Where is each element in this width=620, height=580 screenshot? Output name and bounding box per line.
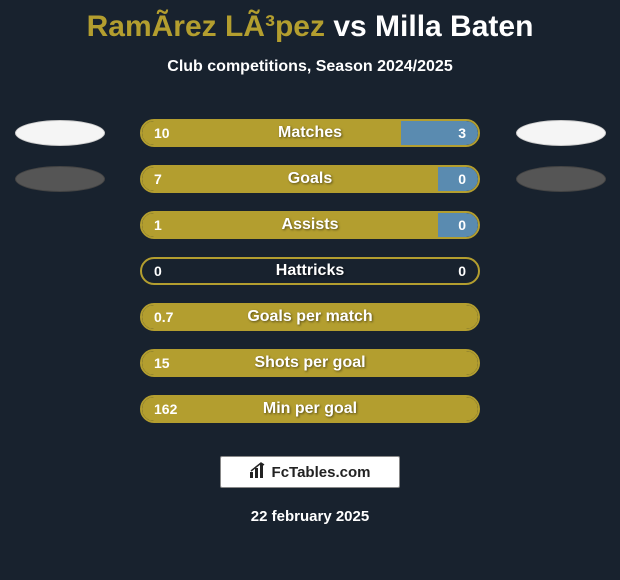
badge-right: [516, 166, 606, 192]
bar-container: 15 Shots per goal: [140, 349, 480, 377]
stat-label: Hattricks: [276, 262, 344, 280]
stat-row: 162 Min per goal: [0, 386, 620, 432]
stat-value-left: 162: [154, 401, 177, 417]
stat-value-left: 10: [154, 125, 170, 141]
stat-value-left: 7: [154, 171, 162, 187]
stat-value-left: 0: [154, 263, 162, 279]
stat-row: 15 Shots per goal: [0, 340, 620, 386]
footer-date: 22 february 2025: [0, 508, 620, 525]
badge-left: [15, 166, 105, 192]
player2-name: Milla Baten: [375, 10, 533, 43]
bar-container: 10 3 Matches: [140, 119, 480, 147]
stat-value-left: 0.7: [154, 309, 173, 325]
stat-value-left: 15: [154, 355, 170, 371]
stat-label: Min per goal: [263, 400, 357, 418]
stat-row: 1 0 Assists: [0, 202, 620, 248]
bar-container: 7 0 Goals: [140, 165, 480, 193]
stat-value-left: 1: [154, 217, 162, 233]
bar-fill-left: [142, 121, 401, 145]
stat-label: Goals per match: [247, 308, 372, 326]
comparison-area: 103Matches70Goals10Assists00Hattricks0.7…: [0, 110, 620, 432]
bar-container: 1 0 Assists: [140, 211, 480, 239]
stat-label: Shots per goal: [254, 354, 365, 372]
stat-value-right: 0: [458, 171, 466, 187]
stat-row: 0.7 Goals per match: [0, 294, 620, 340]
page-title: RamÃ­rez LÃ³pez vs Milla Baten: [0, 0, 620, 44]
stat-label: Matches: [278, 124, 342, 142]
footer-logo-text: FcTables.com: [272, 464, 371, 481]
stat-row: 0 0 Hattricks: [0, 248, 620, 294]
player1-name: RamÃ­rez LÃ³pez: [87, 10, 325, 43]
stat-value-right: 0: [458, 217, 466, 233]
badge-right: [516, 120, 606, 146]
stat-row: 7 0 Goals: [0, 156, 620, 202]
stat-value-right: 3: [458, 125, 466, 141]
bar-container: 0 0 Hattricks: [140, 257, 480, 285]
bar-container: 0.7 Goals per match: [140, 303, 480, 331]
bar-container: 162 Min per goal: [140, 395, 480, 423]
subtitle: Club competitions, Season 2024/2025: [0, 58, 620, 76]
stat-label: Goals: [288, 170, 332, 188]
footer-logo: FcTables.com: [220, 456, 400, 488]
stat-label: Assists: [282, 216, 339, 234]
badge-left: [15, 120, 105, 146]
chart-icon: [250, 462, 268, 483]
vs-text: vs: [333, 10, 366, 43]
stat-value-right: 0: [458, 263, 466, 279]
stat-row: 10 3 Matches: [0, 110, 620, 156]
bar-fill-right: [401, 121, 478, 145]
